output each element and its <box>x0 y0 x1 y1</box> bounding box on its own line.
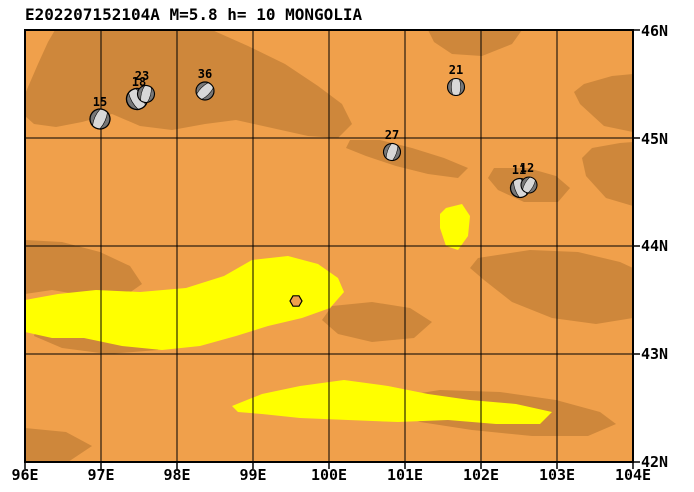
focal-mechanism-ball <box>446 77 466 97</box>
event-label: 15 <box>93 95 107 109</box>
highland-patch-right-mid <box>582 142 633 206</box>
highland-patch-right-upper <box>574 74 633 132</box>
event-label: 12 <box>520 161 534 175</box>
event-group-23-18: 23 18 <box>121 69 158 115</box>
event-group-27: 27 <box>380 128 404 164</box>
event-label: 36 <box>198 67 212 81</box>
highland-patch-left-mid <box>25 240 142 298</box>
highland-patch-right-large <box>470 250 633 324</box>
event-label: 18 <box>132 75 146 89</box>
plot-title: E202207152104A M=5.8 h= 10 MONGOLIA <box>25 5 363 24</box>
tick-marks <box>24 29 640 469</box>
lowland-patch-south-band <box>232 380 552 424</box>
y-tick-label: 45N <box>641 130 668 148</box>
y-tick-label: 43N <box>641 345 668 363</box>
x-tick-label: 97E <box>87 466 114 484</box>
x-tick-label: 103E <box>539 466 575 484</box>
event-group-11-12: 11 12 <box>507 161 541 201</box>
event-group-21: 21 <box>446 63 466 97</box>
event-markers: 15 23 18 36 21 27 1 <box>85 63 541 201</box>
x-tick-label: 99E <box>239 466 266 484</box>
y-axis-labels: 46N 45N 44N 43N 42N <box>641 22 668 471</box>
x-axis-labels: 96E 97E 98E 99E 100E 101E 102E 103E 104E <box>11 466 651 484</box>
x-tick-label: 104E <box>615 466 651 484</box>
highland-patch-bottom-left <box>25 428 92 462</box>
lowland-patch-valley <box>25 256 344 350</box>
y-tick-label: 46N <box>641 22 668 40</box>
x-tick-label: 100E <box>311 466 347 484</box>
x-tick-label: 98E <box>163 466 190 484</box>
event-label: 27 <box>385 128 399 142</box>
event-label: 21 <box>449 63 463 77</box>
event-group-36: 36 <box>191 67 219 105</box>
x-tick-label: 101E <box>387 466 423 484</box>
event-label: 23 <box>135 69 149 83</box>
x-tick-label: 102E <box>463 466 499 484</box>
y-tick-label: 42N <box>641 453 668 471</box>
highland-patch-central <box>346 140 468 178</box>
grid-lines <box>25 30 633 462</box>
map-frame-area <box>24 29 640 469</box>
lowland-patch-small <box>440 204 470 250</box>
event-group-15: 15 <box>85 95 115 133</box>
highland-patch-top-right <box>428 30 522 56</box>
event-label: 11 <box>512 163 526 177</box>
y-tick-label: 44N <box>641 237 668 255</box>
terrain-lowland-layer <box>25 204 552 424</box>
hexagon-marker <box>289 295 303 307</box>
x-tick-label: 96E <box>11 466 38 484</box>
map-border <box>24 29 634 463</box>
